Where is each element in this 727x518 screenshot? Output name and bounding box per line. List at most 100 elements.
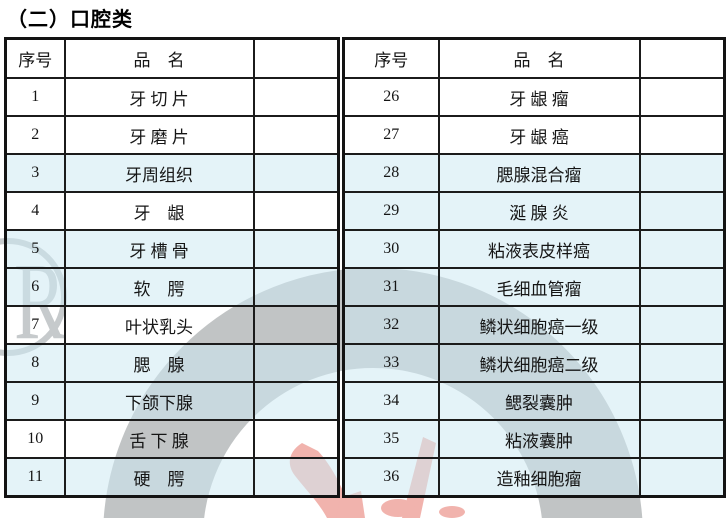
table-body-right: 26 牙 龈 瘤 27 牙 龈 癌 28 腮腺混合瘤 29 涎 腺 炎 30 粘液表皮样癌 31 毛细… <box>342 77 726 498</box>
row-number-cell: 32 <box>342 305 440 345</box>
product-name-cell: 粘液囊肿 <box>437 419 641 459</box>
product-name-cell: 涎 腺 炎 <box>437 191 641 231</box>
product-name-cell: 鳞状细胞癌一级 <box>437 305 641 345</box>
row-number-cell: 6 <box>4 267 66 307</box>
product-name-cell: 牙 切 片 <box>63 77 255 117</box>
row-number-cell: 10 <box>4 419 66 459</box>
product-name-cell: 鳃裂囊肿 <box>437 381 641 421</box>
product-name-cell: 牙周组织 <box>63 153 255 193</box>
row-number-cell: 1 <box>4 77 66 117</box>
row-number-cell: 31 <box>342 267 440 307</box>
row-number-cell: 7 <box>4 305 66 345</box>
row-number-cell: 9 <box>4 381 66 421</box>
empty-cell <box>638 457 726 498</box>
product-name-cell: 鳞状细胞癌二级 <box>437 343 641 383</box>
row-number-cell: 11 <box>4 457 66 498</box>
product-name-cell: 下颌下腺 <box>63 381 255 421</box>
header-cell-blank <box>638 37 726 79</box>
row-number-cell: 30 <box>342 229 440 269</box>
row-number-cell: 34 <box>342 381 440 421</box>
empty-cell <box>252 305 340 345</box>
product-name-cell: 牙 龈 癌 <box>437 115 641 155</box>
header-cell-index: 序号 <box>342 37 440 79</box>
row-number-cell: 5 <box>4 229 66 269</box>
table-row: 28 腮腺混合瘤 <box>342 153 726 193</box>
table-row: 7 叶状乳头 <box>4 305 340 345</box>
empty-cell <box>638 229 726 269</box>
product-name-cell: 毛细血管瘤 <box>437 267 641 307</box>
empty-cell <box>638 343 726 383</box>
row-number-cell: 2 <box>4 115 66 155</box>
header-cell-index: 序号 <box>4 37 66 79</box>
empty-cell <box>638 267 726 307</box>
empty-cell <box>638 191 726 231</box>
row-number-cell: 35 <box>342 419 440 459</box>
table-row: 29 涎 腺 炎 <box>342 191 726 231</box>
table-row: 27 牙 龈 癌 <box>342 115 726 155</box>
row-number-cell: 26 <box>342 77 440 117</box>
product-name-cell: 牙 磨 片 <box>63 115 255 155</box>
product-name-cell: 舌 下 腺 <box>63 419 255 459</box>
header-cell-name: 品 名 <box>437 37 641 79</box>
table-row: 9 下颌下腺 <box>4 381 340 421</box>
product-name-cell: 牙 槽 骨 <box>63 229 255 269</box>
row-number-cell: 8 <box>4 343 66 383</box>
row-number-cell: 3 <box>4 153 66 193</box>
empty-cell <box>252 267 340 307</box>
row-number-cell: 4 <box>4 191 66 231</box>
table-row: 3 牙周组织 <box>4 153 340 193</box>
table-row: 35 粘液囊肿 <box>342 419 726 459</box>
empty-cell <box>638 153 726 193</box>
table-row: 33 鳞状细胞癌二级 <box>342 343 726 383</box>
table-row: 11 硬 腭 <box>4 457 340 498</box>
table-header: 序号 品 名 <box>4 37 340 79</box>
empty-cell <box>252 381 340 421</box>
product-name-cell: 牙 龈 <box>63 191 255 231</box>
table-header: 序号 品 名 <box>342 37 726 79</box>
table-row: 26 牙 龈 瘤 <box>342 77 726 117</box>
oral-category-table-right: 序号 品 名 26 牙 龈 瘤 27 牙 龈 癌 28 腮腺混合瘤 29 涎 腺 炎 30 粘液表… <box>342 37 726 498</box>
table-row: 32 鳞状细胞癌一级 <box>342 305 726 345</box>
header-row: 序号 品 名 <box>342 37 726 79</box>
page-title: （二）口腔类 <box>7 9 133 31</box>
empty-cell <box>638 77 726 117</box>
empty-cell <box>252 77 340 117</box>
empty-cell <box>638 381 726 421</box>
table-row: 10 舌 下 腺 <box>4 419 340 459</box>
header-row: 序号 品 名 <box>4 37 340 79</box>
empty-cell <box>252 343 340 383</box>
product-name-cell: 造釉细胞瘤 <box>437 457 641 498</box>
row-number-cell: 33 <box>342 343 440 383</box>
empty-cell <box>252 229 340 269</box>
table-row: 30 粘液表皮样癌 <box>342 229 726 269</box>
header-cell-blank <box>252 37 340 79</box>
empty-cell <box>252 153 340 193</box>
empty-cell <box>252 419 340 459</box>
empty-cell <box>638 115 726 155</box>
empty-cell <box>638 305 726 345</box>
row-number-cell: 27 <box>342 115 440 155</box>
table-row: 36 造釉细胞瘤 <box>342 457 726 498</box>
row-number-cell: 36 <box>342 457 440 498</box>
product-name-cell: 腮腺混合瘤 <box>437 153 641 193</box>
row-number-cell: 29 <box>342 191 440 231</box>
row-number-cell: 28 <box>342 153 440 193</box>
empty-cell <box>638 419 726 459</box>
product-name-cell: 叶状乳头 <box>63 305 255 345</box>
table-row: 34 鳃裂囊肿 <box>342 381 726 421</box>
header-cell-name: 品 名 <box>63 37 255 79</box>
product-name-cell: 粘液表皮样癌 <box>437 229 641 269</box>
empty-cell <box>252 115 340 155</box>
product-name-cell: 硬 腭 <box>63 457 255 498</box>
product-name-cell: 腮 腺 <box>63 343 255 383</box>
empty-cell <box>252 457 340 498</box>
product-name-cell: 牙 龈 瘤 <box>437 77 641 117</box>
